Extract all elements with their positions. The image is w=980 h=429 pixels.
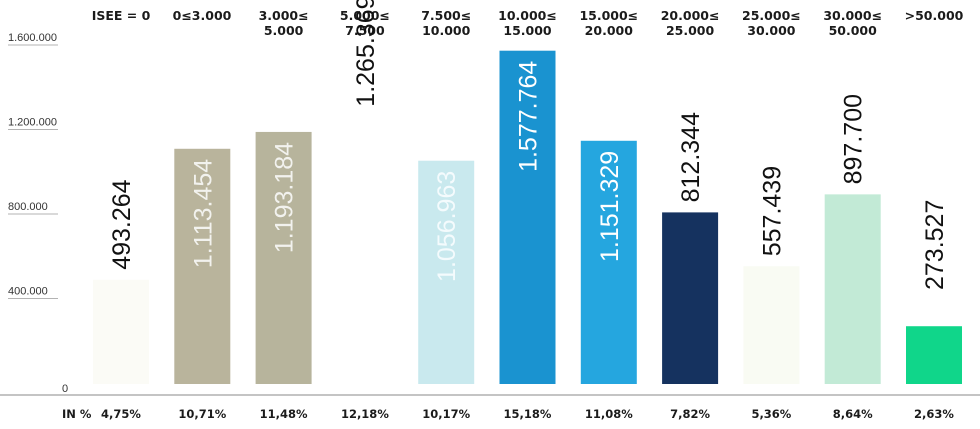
y-tick-label: 800.000 bbox=[8, 201, 48, 213]
bar bbox=[824, 194, 881, 384]
category-label: 5.000≤ 7.500 bbox=[340, 8, 390, 38]
y-tick-label: 1.600.000 bbox=[8, 32, 57, 44]
category-label-line: >50.000 bbox=[905, 8, 964, 23]
category-label-line: 10.000≤ bbox=[498, 8, 557, 23]
value-label: 493.264 bbox=[108, 179, 136, 269]
y-tick-label: 0 bbox=[62, 383, 68, 395]
value-label: 1.265.369 bbox=[352, 0, 380, 107]
value-label: 1.056.963 bbox=[433, 171, 461, 282]
category-label: 30.000≤ 50.000 bbox=[823, 8, 882, 38]
value-label: 1.577.764 bbox=[515, 61, 543, 172]
bar bbox=[418, 160, 475, 384]
percent-label: 8,64% bbox=[833, 407, 873, 421]
bar bbox=[255, 131, 312, 384]
category-label-line: 3.000≤ bbox=[259, 8, 309, 23]
category-label-line: ISEE = 0 bbox=[92, 8, 151, 23]
bar bbox=[336, 116, 393, 384]
category-label-line: 50.000 bbox=[829, 23, 878, 38]
category-label: 0≤3.000 bbox=[173, 8, 232, 23]
y-tick-label: 1.200.000 bbox=[8, 117, 57, 129]
bar bbox=[906, 326, 962, 384]
category-label-line: 5.000 bbox=[264, 23, 304, 38]
category-label: ISEE = 0 bbox=[92, 8, 151, 23]
percent-label: 7,82% bbox=[670, 407, 710, 421]
bar bbox=[662, 212, 719, 384]
category-label-line: 20.000 bbox=[585, 23, 634, 38]
category-label-line: 30.000 bbox=[747, 23, 796, 38]
category-label-line: 5.000≤ bbox=[340, 8, 390, 23]
category-label-line: 15.000≤ bbox=[579, 8, 638, 23]
value-label: 1.113.454 bbox=[189, 159, 217, 268]
value-label: 1.151.329 bbox=[596, 151, 624, 262]
value-label: 812.344 bbox=[677, 112, 705, 202]
value-label: 1.193.184 bbox=[271, 142, 299, 253]
category-label: 15.000≤ 20.000 bbox=[579, 8, 638, 38]
category-label-line: 25.000≤ bbox=[742, 8, 801, 23]
value-label: 273.527 bbox=[921, 200, 949, 290]
percent-label: 11,48% bbox=[260, 407, 308, 421]
percent-label: 2,63% bbox=[914, 407, 954, 421]
category-label: 7.500≤ 10.000 bbox=[421, 8, 471, 38]
bar bbox=[580, 140, 637, 384]
percent-label: 5,36% bbox=[751, 407, 791, 421]
category-label-line: 15.000 bbox=[503, 23, 552, 38]
percent-label: 12,18% bbox=[341, 407, 389, 421]
percent-label: 4,75% bbox=[101, 407, 141, 421]
category-label-line: 7.500≤ bbox=[421, 8, 471, 23]
category-label: 3.000≤ 5.000 bbox=[259, 8, 309, 38]
category-label-line: 20.000≤ bbox=[661, 8, 720, 23]
percent-label: 10,71% bbox=[178, 407, 226, 421]
percent-label: 15,18% bbox=[504, 407, 552, 421]
bar bbox=[93, 279, 149, 384]
category-label-line: 25.000 bbox=[666, 23, 715, 38]
category-label: 20.000≤ 25.000 bbox=[661, 8, 720, 38]
category-label-line: 30.000≤ bbox=[823, 8, 882, 23]
category-label: 10.000≤ 15.000 bbox=[498, 8, 557, 38]
value-label: 897.700 bbox=[840, 94, 868, 184]
y-tick-label: 400.000 bbox=[8, 286, 48, 298]
percent-label: 11,08% bbox=[585, 407, 633, 421]
category-label-line: 10.000 bbox=[422, 23, 471, 38]
percent-row-label: IN % bbox=[62, 407, 92, 421]
value-label: 557.439 bbox=[758, 166, 786, 256]
bar bbox=[743, 266, 800, 384]
bar bbox=[174, 148, 231, 384]
category-label: >50.000 bbox=[905, 8, 964, 23]
percent-label: 10,17% bbox=[422, 407, 470, 421]
category-label-line: 7.500 bbox=[345, 23, 385, 38]
category-label: 25.000≤ 30.000 bbox=[742, 8, 801, 38]
category-label-line: 0≤3.000 bbox=[173, 8, 232, 23]
bar bbox=[499, 50, 556, 384]
